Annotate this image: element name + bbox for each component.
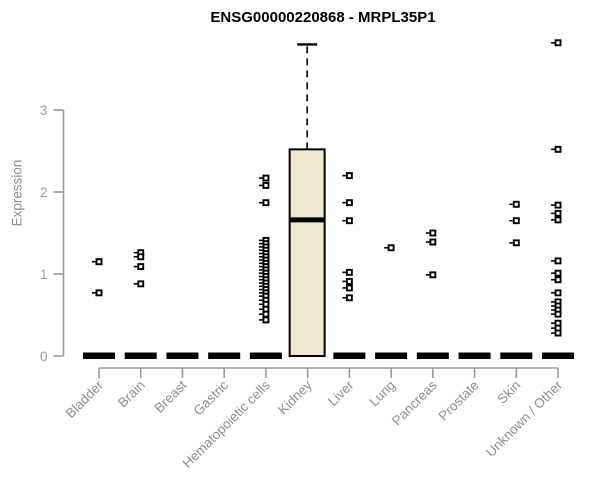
data-point: [554, 216, 562, 224]
data-point: [554, 145, 562, 153]
data-point: [345, 277, 353, 285]
x-category-label: Liver: [325, 377, 357, 409]
data-point: [262, 174, 270, 182]
collapsed-box-bar: [416, 352, 449, 359]
data-point: [554, 310, 562, 318]
data-point: [345, 294, 353, 302]
data-point: [554, 39, 562, 47]
data-point: [262, 181, 270, 189]
collapsed-box-bar: [208, 352, 241, 359]
y-tick-label: 3: [40, 103, 48, 118]
y-tick-label: 1: [40, 267, 48, 282]
x-category-label: Gastric: [190, 377, 231, 418]
data-point: [262, 199, 270, 207]
data-point: [429, 271, 437, 279]
data-point: [137, 280, 145, 288]
collapsed-box-bar: [333, 352, 366, 359]
y-tick-label: 0: [40, 349, 48, 364]
data-point: [345, 199, 353, 207]
collapsed-box-bar: [458, 352, 491, 359]
collapsed-box-bar: [166, 352, 199, 359]
collapsed-box-bar: [124, 352, 157, 359]
data-point: [345, 284, 353, 292]
x-category-label: Prostate: [436, 378, 482, 424]
x-category-label: Unknown / Other: [483, 377, 566, 460]
box: [288, 148, 326, 357]
y-tick-label: 2: [40, 185, 48, 200]
x-category-label: Skin: [494, 378, 523, 407]
data-point: [345, 172, 353, 180]
collapsed-box-bar: [375, 352, 408, 359]
data-point: [262, 310, 270, 318]
collapsed-box-bar: [542, 352, 575, 359]
data-point: [554, 201, 562, 209]
data-point: [554, 289, 562, 297]
data-point: [137, 253, 145, 261]
chart-title: ENSG00000220868 - MRPL35P1: [210, 9, 436, 26]
data-point: [95, 258, 103, 266]
data-point: [512, 200, 520, 208]
x-category-label: Lung: [366, 378, 398, 410]
data-point: [554, 209, 562, 217]
data-point: [554, 329, 562, 337]
data-point: [554, 276, 562, 284]
data-point: [429, 229, 437, 237]
data-point: [345, 217, 353, 225]
x-category-label: Breast: [151, 377, 189, 415]
collapsed-box-bar: [500, 352, 533, 359]
collapsed-box-bar: [249, 352, 282, 359]
data-point: [137, 263, 145, 271]
data-point: [512, 217, 520, 225]
x-category-label: Kidney: [275, 377, 315, 417]
data-point: [387, 244, 395, 252]
data-point: [429, 238, 437, 246]
data-point: [554, 257, 562, 265]
data-point: [512, 239, 520, 247]
x-category-label: Bladder: [63, 377, 107, 421]
data-point: [554, 269, 562, 277]
data-point: [262, 316, 270, 324]
data-point: [345, 268, 353, 276]
data-point: [95, 289, 103, 297]
collapsed-box-bar: [83, 352, 115, 359]
x-category-label: Pancreas: [389, 377, 440, 428]
x-category-label: Brain: [115, 378, 148, 411]
